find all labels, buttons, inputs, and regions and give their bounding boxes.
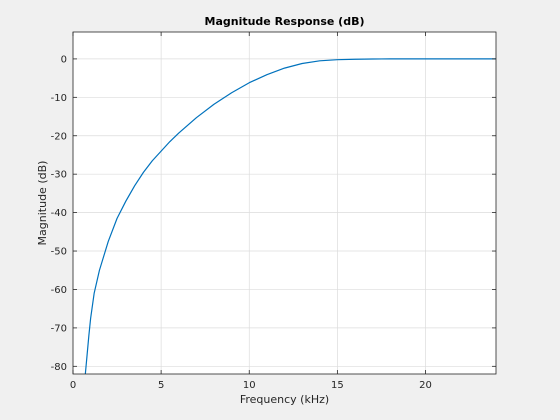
x-tick-label: 15 [331, 380, 344, 391]
y-tick-label: -40 [51, 208, 67, 219]
x-axis-label: Frequency (kHz) [240, 393, 329, 406]
x-tick-label: 5 [158, 380, 164, 391]
x-tick-label: 0 [70, 380, 76, 391]
x-tick-label: 10 [243, 380, 256, 391]
y-tick-label: -20 [51, 131, 67, 142]
chart-title: Magnitude Response (dB) [205, 15, 365, 28]
plot-area [73, 32, 496, 374]
y-tick-label: -60 [51, 285, 67, 296]
y-tick-label: -30 [51, 170, 67, 181]
y-tick-label: -80 [51, 362, 67, 373]
ticks: 0 5 10 15 20 0 -10 -20 -30 -40 -50 -60 -70 -80 [51, 32, 496, 391]
grid [72, 32, 496, 374]
x-tick-label: 20 [419, 380, 432, 391]
y-tick-label: -10 [51, 93, 67, 104]
series-line-0 [84, 58, 496, 375]
y-tick-label: 0 [61, 54, 67, 65]
y-tick-label: -70 [51, 323, 67, 334]
y-axis-label: Magnitude (dB) [36, 161, 49, 246]
data-layer [84, 58, 496, 375]
y-tick-label: -50 [51, 247, 67, 258]
plot-frame [72, 31, 497, 375]
